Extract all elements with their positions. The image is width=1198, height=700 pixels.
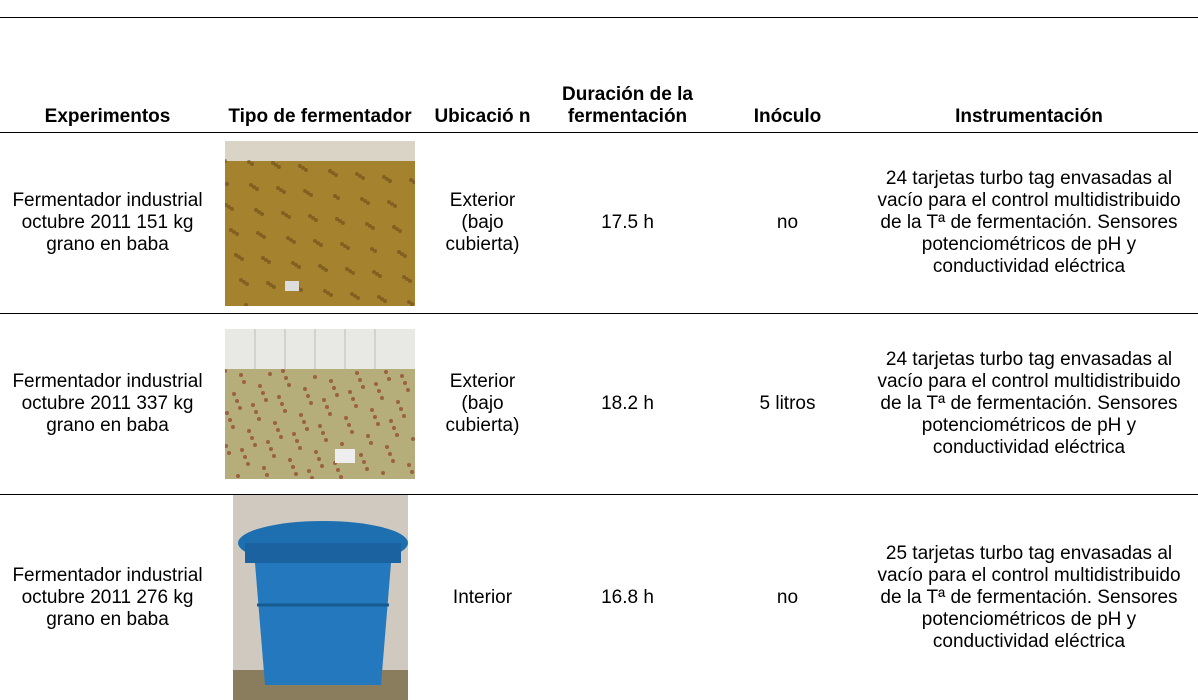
table-row: Fermentador industrial octubre 2011 337 … xyxy=(0,314,1198,495)
table-cell: 25 tarjetas turbo tag envasadas al vacío… xyxy=(860,495,1198,700)
table-cell: no xyxy=(715,133,860,314)
table-cell: Fermentador industrial octubre 2011 151 … xyxy=(0,133,215,314)
table-cell: Exterior (bajo cubierta) xyxy=(425,133,540,314)
table-cell: Fermentador industrial octubre 2011 337 … xyxy=(0,314,215,495)
fermenter-photo xyxy=(225,329,415,479)
table-cell: 18.2 h xyxy=(540,314,715,495)
table-row: Fermentador industrial octubre 2011 276 … xyxy=(0,495,1198,700)
table-cell: 24 tarjetas turbo tag envasadas al vacío… xyxy=(860,133,1198,314)
header-cell: Ubicació n xyxy=(425,18,540,133)
photo-cell xyxy=(215,133,425,314)
header-cell: Instrumentación xyxy=(860,18,1198,133)
header-cell: Experimentos xyxy=(0,18,215,133)
fermenter-photo xyxy=(233,495,408,700)
table-cell: 17.5 h xyxy=(540,133,715,314)
table-row: Fermentador industrial octubre 2011 151 … xyxy=(0,133,1198,314)
table-cell: Exterior (bajo cubierta) xyxy=(425,314,540,495)
header-cell: Duración de la fermentación xyxy=(540,18,715,133)
table-cell: 5 litros xyxy=(715,314,860,495)
fermenter-photo xyxy=(225,141,415,306)
header-cell: Inóculo xyxy=(715,18,860,133)
table-cell: 16.8 h xyxy=(540,495,715,700)
photo-cell xyxy=(215,495,425,700)
table-cell: no xyxy=(715,495,860,700)
table-cell: 24 tarjetas turbo tag envasadas al vacío… xyxy=(860,314,1198,495)
header-cell: Tipo de fermentador xyxy=(215,18,425,133)
photo-cell xyxy=(215,314,425,495)
table-cell: Fermentador industrial octubre 2011 276 … xyxy=(0,495,215,700)
table-cell: Interior xyxy=(425,495,540,700)
